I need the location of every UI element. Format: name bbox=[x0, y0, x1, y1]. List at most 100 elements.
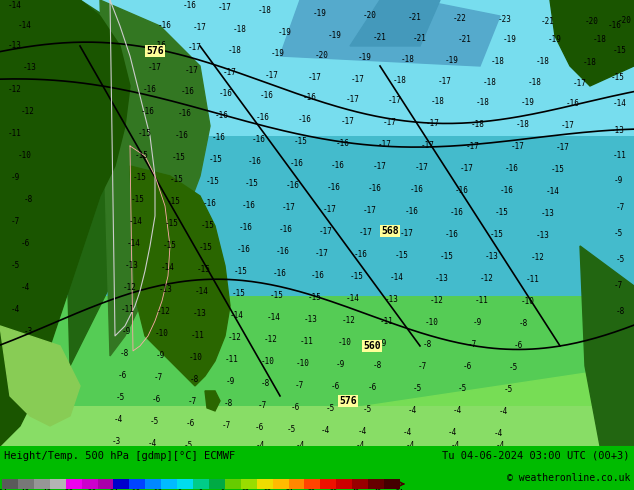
Text: -14: -14 bbox=[161, 264, 175, 272]
Text: -16: -16 bbox=[455, 187, 469, 196]
Text: -4: -4 bbox=[10, 305, 20, 315]
Text: -16: -16 bbox=[405, 207, 419, 217]
Text: -4: -4 bbox=[450, 441, 460, 450]
Text: -10: -10 bbox=[425, 318, 439, 327]
Text: -21: -21 bbox=[458, 35, 472, 45]
Polygon shape bbox=[350, 0, 440, 46]
Text: -15: -15 bbox=[350, 272, 364, 281]
Text: -17: -17 bbox=[323, 205, 337, 215]
Text: -16: -16 bbox=[183, 1, 197, 10]
Text: -15: -15 bbox=[163, 242, 177, 250]
Text: -13: -13 bbox=[125, 262, 139, 270]
Text: -11: -11 bbox=[613, 151, 627, 160]
Text: -16: -16 bbox=[311, 271, 325, 280]
Text: -13: -13 bbox=[193, 309, 207, 318]
Text: -17: -17 bbox=[308, 74, 322, 82]
Text: -16: -16 bbox=[242, 201, 256, 210]
Polygon shape bbox=[280, 0, 500, 66]
Bar bbox=[49, 479, 66, 489]
Text: -20: -20 bbox=[363, 11, 377, 21]
Text: -5: -5 bbox=[503, 386, 513, 394]
Text: -6: -6 bbox=[514, 342, 522, 350]
Text: -13: -13 bbox=[541, 209, 555, 219]
Text: -18: -18 bbox=[393, 76, 407, 85]
Text: -9: -9 bbox=[472, 318, 482, 327]
Text: -16: -16 bbox=[158, 22, 172, 30]
Text: -10: -10 bbox=[18, 151, 32, 160]
Text: -17: -17 bbox=[573, 79, 587, 89]
Text: -17: -17 bbox=[148, 64, 162, 73]
Text: -17: -17 bbox=[400, 229, 414, 239]
Text: -17: -17 bbox=[359, 228, 373, 238]
Text: -5: -5 bbox=[287, 425, 295, 435]
Text: -12: -12 bbox=[8, 85, 22, 95]
Bar bbox=[66, 479, 82, 489]
Text: -17: -17 bbox=[378, 141, 392, 149]
Text: -16: -16 bbox=[303, 94, 317, 102]
Text: -9: -9 bbox=[377, 340, 387, 348]
Text: -7: -7 bbox=[417, 363, 427, 371]
Text: -6: -6 bbox=[117, 371, 127, 380]
Text: -8: -8 bbox=[519, 319, 527, 328]
Text: -16: -16 bbox=[327, 183, 341, 193]
Text: -4: -4 bbox=[448, 428, 456, 438]
Text: -14: -14 bbox=[127, 240, 141, 248]
Text: -12: -12 bbox=[480, 274, 494, 283]
Text: -5: -5 bbox=[325, 404, 335, 414]
Text: -11: -11 bbox=[121, 305, 135, 315]
Text: -17: -17 bbox=[426, 120, 440, 128]
Text: -16: -16 bbox=[279, 225, 293, 234]
Text: -16: -16 bbox=[566, 99, 580, 108]
Text: -16: -16 bbox=[212, 133, 226, 143]
Text: -18: -18 bbox=[593, 35, 607, 45]
Text: -7: -7 bbox=[613, 281, 623, 291]
Text: -16: -16 bbox=[215, 111, 229, 121]
Text: -15: -15 bbox=[611, 74, 625, 82]
Text: -20: -20 bbox=[618, 17, 632, 25]
Bar bbox=[145, 479, 161, 489]
Text: -15: -15 bbox=[490, 230, 504, 240]
Text: -17: -17 bbox=[388, 97, 402, 105]
Text: -19: -19 bbox=[548, 35, 562, 45]
Text: -14: -14 bbox=[8, 1, 22, 10]
Text: -13: -13 bbox=[611, 126, 625, 135]
Text: -19: -19 bbox=[271, 49, 285, 58]
Text: -14: -14 bbox=[18, 22, 32, 30]
Text: -15: -15 bbox=[131, 196, 145, 204]
Text: -14: -14 bbox=[346, 294, 360, 303]
Text: -18: -18 bbox=[471, 121, 485, 129]
Text: -8: -8 bbox=[261, 379, 269, 389]
Text: -19: -19 bbox=[278, 28, 292, 38]
Polygon shape bbox=[580, 246, 634, 446]
Text: -5: -5 bbox=[363, 405, 372, 415]
Text: -16: -16 bbox=[219, 90, 233, 98]
Text: -4: -4 bbox=[358, 427, 366, 437]
Text: -5: -5 bbox=[613, 229, 623, 239]
Text: -15: -15 bbox=[165, 220, 179, 228]
Text: -5: -5 bbox=[115, 393, 125, 402]
Text: -18: -18 bbox=[483, 78, 497, 88]
Text: -17: -17 bbox=[315, 249, 329, 258]
Text: -20: -20 bbox=[585, 18, 599, 26]
Text: -10: -10 bbox=[189, 353, 203, 363]
Text: -15: -15 bbox=[197, 266, 211, 274]
Text: -18: -18 bbox=[516, 121, 530, 129]
Text: -15: -15 bbox=[234, 268, 248, 276]
Bar bbox=[82, 479, 98, 489]
Text: -15: -15 bbox=[167, 197, 181, 206]
Text: -18: -18 bbox=[476, 98, 490, 107]
Bar bbox=[257, 479, 273, 489]
Text: -9: -9 bbox=[121, 327, 131, 337]
Text: -18: -18 bbox=[401, 55, 415, 65]
Text: -14: -14 bbox=[195, 288, 209, 296]
Bar bbox=[0, 296, 634, 446]
Text: -11: -11 bbox=[475, 296, 489, 305]
Bar bbox=[368, 479, 384, 489]
Bar bbox=[177, 479, 193, 489]
Bar bbox=[320, 479, 336, 489]
Text: -9: -9 bbox=[613, 176, 623, 185]
Bar bbox=[288, 479, 304, 489]
Text: -17: -17 bbox=[415, 164, 429, 172]
Text: -8: -8 bbox=[372, 362, 382, 370]
Text: -17: -17 bbox=[460, 165, 474, 173]
